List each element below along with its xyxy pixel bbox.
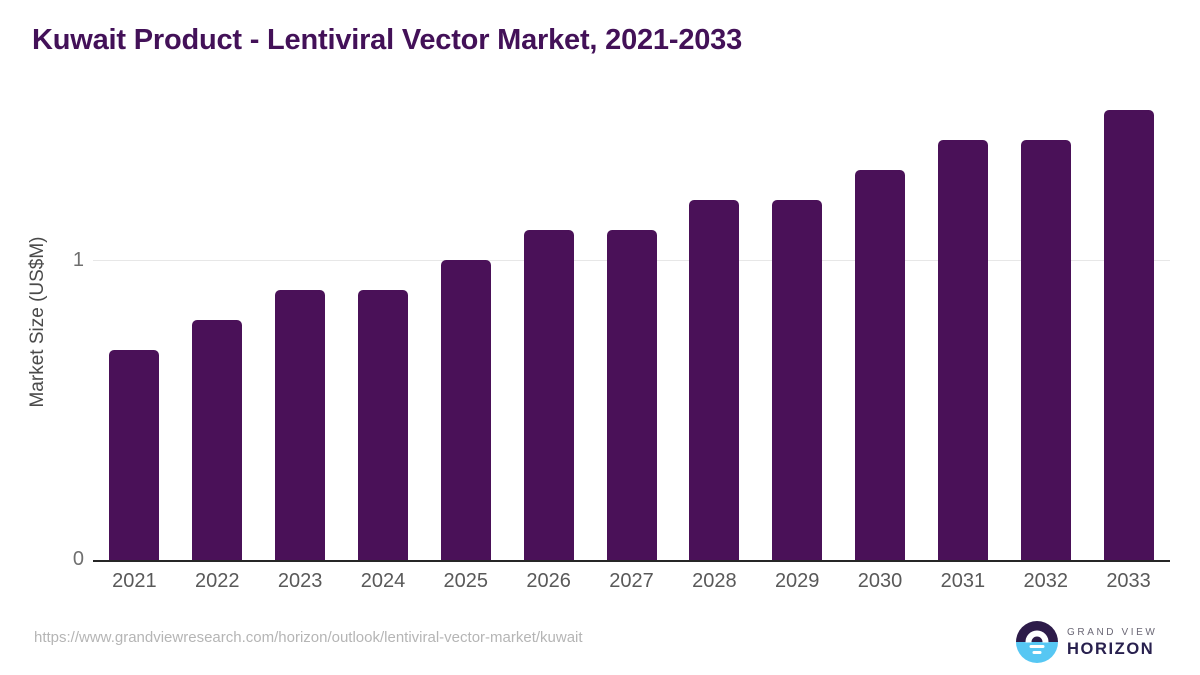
x-tick-label-2031: 2031	[940, 570, 986, 592]
x-tick-label-2027: 2027	[609, 570, 654, 592]
sun-reflection-line-1	[1029, 644, 1045, 648]
bar-2028	[689, 200, 740, 560]
x-tick-label-2030: 2030	[857, 570, 903, 592]
bar-2029	[772, 200, 823, 560]
x-tick-label-2023: 2023	[277, 570, 323, 592]
sun-ring-shape	[1025, 630, 1049, 642]
x-tick-label-2033: 2033	[1106, 570, 1151, 592]
bar-2026	[523, 230, 574, 560]
bar-2023	[275, 290, 326, 560]
brand-name-bottom: HORIZON	[1067, 639, 1155, 658]
chart-title: Kuwait Product - Lentiviral Vector Marke…	[32, 24, 743, 56]
bar-2022	[192, 320, 243, 560]
bar-2025	[440, 260, 491, 560]
bar-2021	[109, 350, 160, 560]
brand-name-top: GRAND VIEW	[1067, 626, 1158, 638]
bar-2033	[1103, 110, 1154, 560]
x-tick-label-2028: 2028	[692, 570, 737, 592]
y-tick-label-0: 0	[72, 548, 84, 570]
x-tick-label-2025: 2025	[443, 570, 489, 592]
sun-reflection-line-2	[1032, 650, 1042, 654]
x-tick-label-2021: 2021	[112, 570, 157, 592]
y-tick-label-1: 1	[72, 249, 84, 271]
source-url: https://www.grandviewresearch.com/horizo…	[34, 629, 583, 646]
grand-view-horizon-logo: GRAND VIEW HORIZON	[1016, 621, 1157, 663]
bar-2030	[855, 170, 906, 560]
plot-area	[93, 0, 1170, 562]
x-tick-label-2029: 2029	[774, 570, 820, 592]
sun-half-ring	[1025, 630, 1049, 642]
x-tick-label-2022: 2022	[195, 570, 240, 592]
x-tick-label-2032: 2032	[1023, 570, 1068, 592]
horizon-sun-icon	[1016, 621, 1058, 663]
x-tick-label-2026: 2026	[526, 570, 571, 592]
bar-2024	[357, 290, 408, 560]
bar-2031	[937, 140, 988, 560]
logo-text: GRAND VIEW HORIZON	[1067, 627, 1157, 658]
bar-2032	[1020, 140, 1071, 560]
x-tick-label-2024: 2024	[360, 570, 406, 592]
bar-2027	[606, 230, 657, 560]
